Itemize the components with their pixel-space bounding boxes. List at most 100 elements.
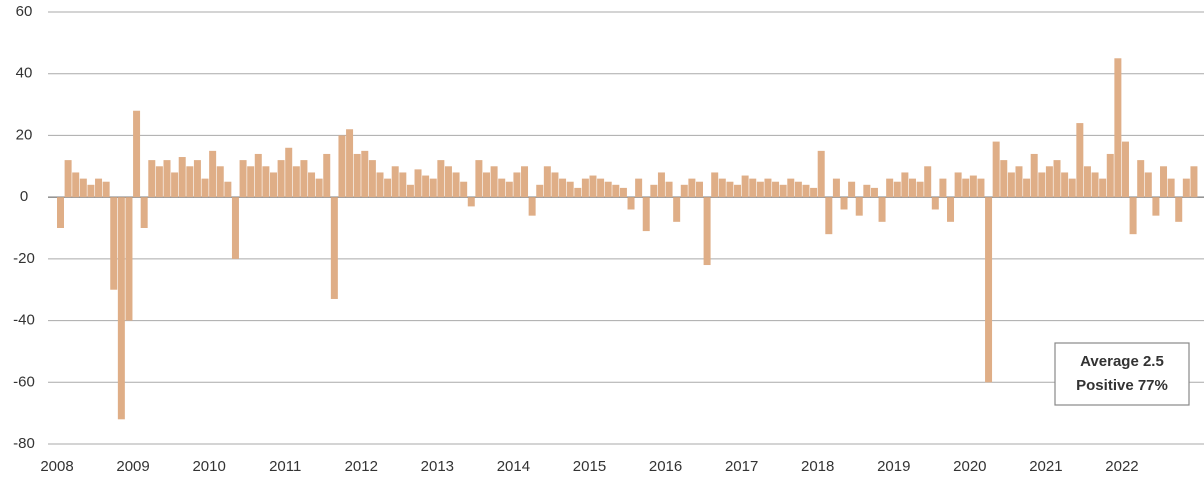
x-tick-label: 2009: [116, 458, 149, 475]
bar: [376, 172, 384, 198]
bar: [87, 184, 95, 198]
bar: [619, 187, 627, 198]
bar: [703, 197, 711, 266]
bar: [300, 160, 308, 198]
bar: [1114, 58, 1122, 198]
bar: [688, 178, 696, 198]
bar: [832, 178, 840, 198]
bar: [1015, 166, 1023, 198]
bar: [589, 175, 597, 198]
bar: [924, 166, 932, 198]
bar: [536, 184, 544, 198]
bar: [308, 172, 316, 198]
bar: [209, 150, 217, 198]
y-tick-label: 20: [16, 126, 33, 143]
bar: [399, 172, 407, 198]
bar: [787, 178, 795, 198]
bar: [528, 197, 536, 216]
bar: [886, 178, 894, 198]
bar: [597, 178, 605, 198]
bar: [1099, 178, 1107, 198]
bar: [695, 181, 703, 198]
bar: [186, 166, 194, 198]
bar: [1023, 178, 1031, 198]
bar: [627, 197, 635, 210]
bar: [962, 178, 970, 198]
bar: [969, 175, 977, 198]
bar: [155, 166, 163, 198]
y-tick-label: -80: [13, 435, 35, 452]
bar: [102, 181, 110, 198]
bar: [1137, 160, 1145, 198]
bar: [482, 172, 490, 198]
y-tick-label: -40: [13, 312, 35, 329]
bar: [1182, 178, 1190, 198]
bar: [749, 178, 757, 198]
bar: [1152, 197, 1160, 216]
axes: -80 -60 -40 -20 0 20 40 60 2008 2009 2010 2011 2012 2…: [13, 3, 1139, 475]
bar: [665, 181, 673, 198]
bar: [1045, 166, 1053, 198]
bar: [178, 157, 186, 198]
bar: [521, 166, 529, 198]
y-tick-label: -20: [13, 250, 35, 267]
bar: [262, 166, 270, 198]
bar: [414, 169, 422, 198]
bar: [810, 187, 818, 198]
bar: [224, 181, 232, 198]
bar: [513, 172, 521, 198]
bar: [475, 160, 483, 198]
bar: [559, 178, 567, 198]
annotation-box: [1054, 342, 1190, 406]
bar: [848, 181, 856, 198]
bar: [361, 150, 369, 198]
bar: [285, 147, 293, 198]
bar: [901, 172, 909, 198]
bar: [95, 178, 103, 198]
bar: [444, 166, 452, 198]
bar: [117, 197, 125, 420]
x-tick-label: 2015: [573, 458, 606, 475]
bar: [110, 197, 118, 290]
x-tick-label: 2014: [497, 458, 530, 475]
bar: [855, 197, 863, 216]
annotation: Positive 77%: [1076, 377, 1168, 394]
bar: [1175, 197, 1183, 222]
y-tick-label: 0: [20, 188, 28, 205]
bar: [216, 166, 224, 198]
bar: [802, 184, 810, 198]
bar: [574, 187, 582, 198]
bar: [498, 178, 506, 198]
bar: [269, 172, 277, 198]
bar: [79, 178, 87, 198]
x-tick-label: 2012: [345, 458, 378, 475]
bar: [292, 166, 300, 198]
annotation: Average 2.5: [1080, 353, 1164, 370]
bar: [1076, 123, 1084, 198]
bar: [1068, 178, 1076, 198]
bar: [429, 178, 437, 198]
x-tick-label: 2011: [269, 458, 301, 475]
x-tick-label: 2019: [877, 458, 910, 475]
bar: [1007, 172, 1015, 198]
x-tick-label: 2016: [649, 458, 682, 475]
bar: [612, 184, 620, 198]
bar: [604, 181, 612, 198]
bar: [916, 181, 924, 198]
x-tick-label: 2017: [725, 458, 758, 475]
bar: [1167, 178, 1175, 198]
bar: [163, 160, 171, 198]
bar: [734, 184, 742, 198]
bar: [57, 197, 64, 228]
bar: [718, 178, 726, 198]
bar: [1121, 141, 1129, 198]
bar: [1190, 166, 1198, 198]
bar: [931, 197, 939, 210]
bar: [1106, 153, 1114, 198]
bar: [977, 178, 985, 198]
bar: [673, 197, 681, 222]
bar: [794, 181, 802, 198]
bar: [72, 172, 80, 198]
bar: [231, 197, 239, 259]
x-tick-label: 2010: [192, 458, 225, 475]
